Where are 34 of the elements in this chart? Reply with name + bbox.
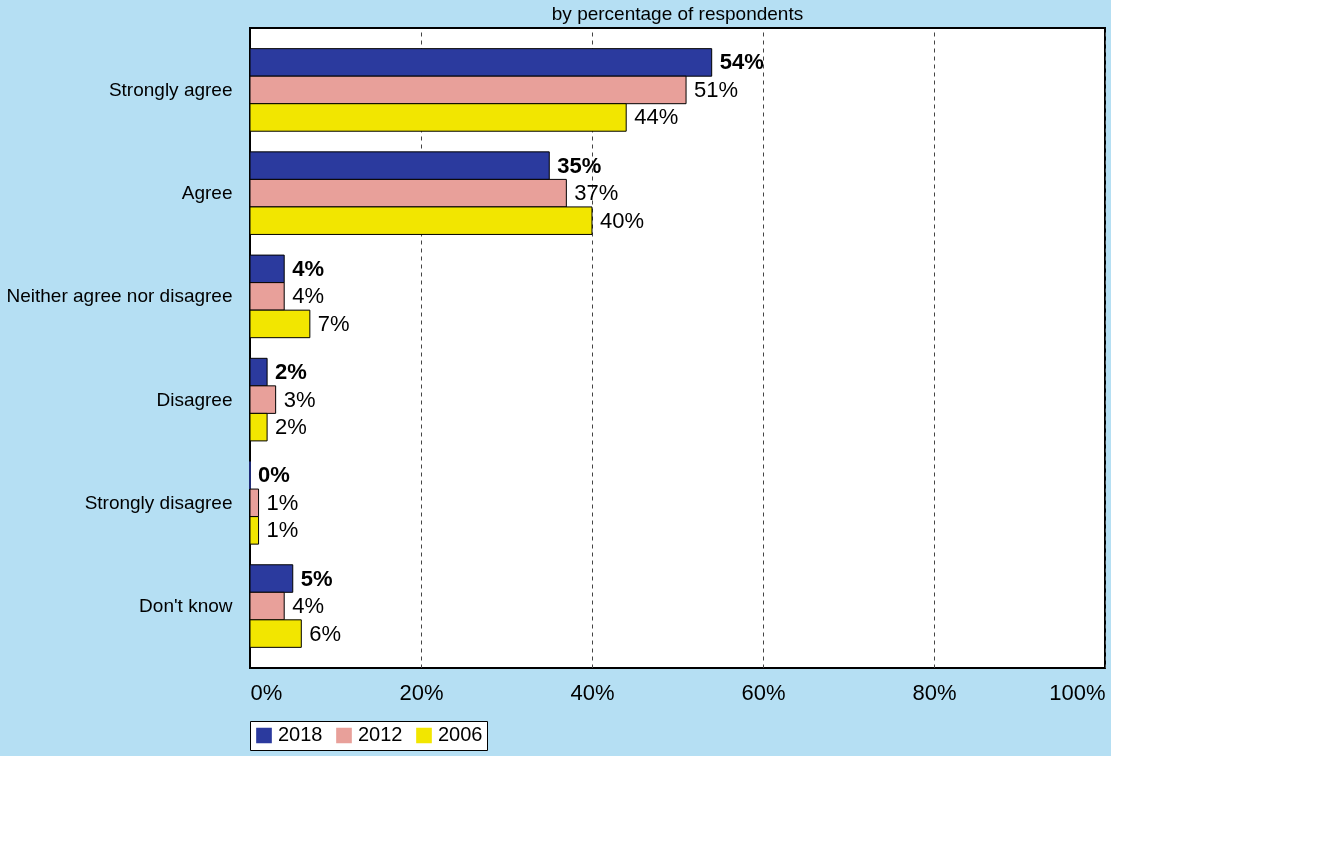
data-label: 2% [275,359,307,385]
data-label: 2% [275,414,307,440]
y-tick-label: Agree [181,182,233,204]
y-tick-label: Strongly disagree [84,491,233,513]
legend-label: 2012 [358,723,403,746]
x-tick-label: 60% [741,679,786,705]
data-label: 1% [266,489,299,515]
data-label: 54% [719,49,764,75]
legend-label: 2006 [438,723,483,746]
data-label: 4% [292,255,324,281]
data-label: 0% [258,462,290,488]
data-label: 7% [317,310,350,336]
data-label: 37% [574,180,619,206]
x-tick-label: 100% [1049,679,1106,705]
y-tick-label: Neither agree nor disagree [6,285,233,307]
data-label: 35% [557,152,602,178]
data-label: 6% [309,620,342,646]
data-label: 1% [266,517,299,543]
data-label: 51% [694,76,739,102]
data-label: 3% [283,386,316,412]
data-label: 40% [600,207,645,233]
y-tick-label: Don't know [139,595,233,617]
x-tick-label: 0% [250,679,283,705]
y-tick-label: Strongly agree [108,78,233,100]
y-tick-label: Disagree [156,388,233,410]
x-tick-label: 20% [399,679,444,705]
data-label: 5% [300,565,333,591]
data-label: 4% [292,283,324,309]
legend-label: 2018 [278,723,323,746]
x-tick-label: 40% [570,679,615,705]
x-tick-label: 80% [912,679,957,705]
data-label: 4% [292,593,324,619]
chart-title: by percentage of respondents [551,3,804,24]
data-label: 44% [634,104,679,130]
